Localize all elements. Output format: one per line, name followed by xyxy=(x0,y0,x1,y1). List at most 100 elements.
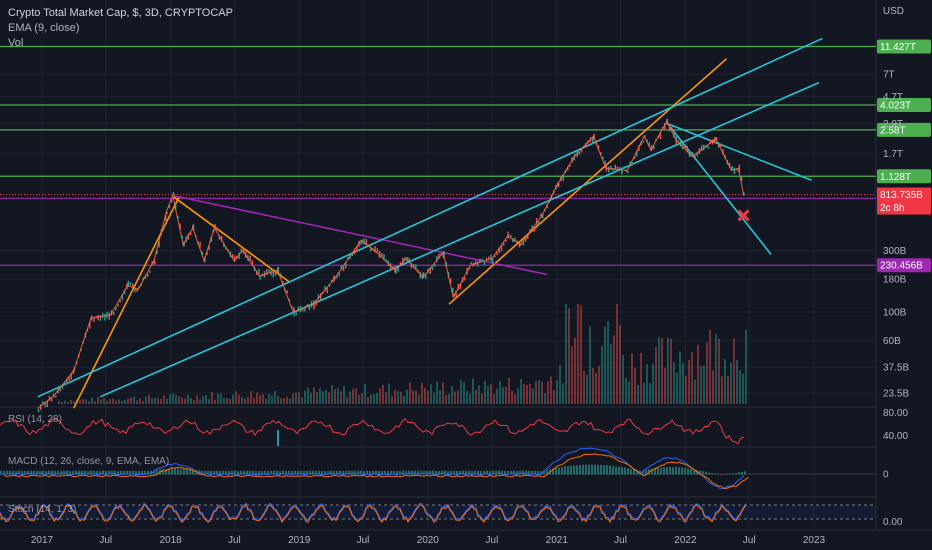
volume-bar xyxy=(343,385,345,404)
volume-bar xyxy=(652,363,654,404)
candle xyxy=(154,261,156,265)
macd-histogram-bar xyxy=(78,470,80,475)
volume-bar xyxy=(277,395,279,404)
volume-bar xyxy=(220,393,222,404)
macd-histogram-bar xyxy=(396,470,398,475)
macd-histogram-bar xyxy=(603,465,605,475)
macd-histogram-bar xyxy=(162,469,164,475)
macd-histogram-bar xyxy=(348,470,350,475)
candle xyxy=(93,317,95,322)
rsi-line xyxy=(0,417,745,445)
macd-histogram-bar xyxy=(714,473,716,475)
macd-histogram-bar xyxy=(63,470,65,475)
macd-histogram-bar xyxy=(339,470,341,475)
candle xyxy=(720,143,722,148)
volume-bar xyxy=(571,346,573,404)
candle xyxy=(600,151,602,156)
volume-bar xyxy=(739,369,741,404)
macd-histogram-bar xyxy=(291,470,293,475)
macd-histogram-bar xyxy=(345,470,347,475)
macd-histogram-bar xyxy=(741,471,743,475)
macd-histogram-bar xyxy=(207,470,209,475)
volume-bar xyxy=(553,389,555,404)
candle xyxy=(136,288,138,292)
volume-bar xyxy=(529,383,531,404)
candle xyxy=(421,273,424,279)
macd-histogram-bar xyxy=(423,470,425,475)
macd-histogram-bar xyxy=(300,470,302,475)
volume-bar xyxy=(121,400,123,404)
volume-bar xyxy=(370,394,372,404)
volume-bar xyxy=(151,397,153,404)
x-tick-label: 2017 xyxy=(31,535,54,546)
candle xyxy=(715,137,718,141)
candle xyxy=(142,277,144,281)
macd-histogram-bar xyxy=(30,470,32,475)
candle xyxy=(661,126,664,130)
volume-bar xyxy=(418,394,420,404)
x-tick-label: 2019 xyxy=(288,535,311,546)
candle xyxy=(353,248,356,255)
macd-histogram-bar xyxy=(528,470,530,475)
volume-bar xyxy=(445,394,447,404)
trend-line xyxy=(666,122,812,182)
volume-bar xyxy=(301,397,303,404)
macd-histogram-bar xyxy=(321,471,323,475)
candle xyxy=(692,152,694,157)
volume-bar xyxy=(421,382,423,404)
volume-bar xyxy=(745,329,747,404)
macd-histogram-bar xyxy=(453,470,455,475)
macd-histogram-bar xyxy=(729,473,731,475)
macd-histogram-bar xyxy=(531,470,533,475)
level-tag xyxy=(877,169,931,184)
candle xyxy=(297,306,300,312)
volume-bar xyxy=(298,392,300,404)
volume-bar xyxy=(544,393,546,404)
candle xyxy=(417,269,419,273)
candle xyxy=(610,165,612,170)
candle xyxy=(272,271,275,278)
candle xyxy=(514,237,516,242)
candle xyxy=(438,253,440,259)
volume-bar xyxy=(409,382,411,404)
candle xyxy=(340,265,343,270)
y-tick-label: 1.7T xyxy=(883,149,903,160)
candle xyxy=(374,246,376,253)
candle xyxy=(722,148,724,155)
macd-histogram-bar xyxy=(168,468,170,475)
volume-bar xyxy=(673,362,675,404)
candle xyxy=(659,132,662,139)
candle xyxy=(684,146,686,149)
ema-label: EMA (9, close) xyxy=(8,22,80,34)
volume-bar xyxy=(88,401,90,404)
level-tag-label: 4.023T xyxy=(880,101,911,112)
candle xyxy=(342,266,345,272)
macd-histogram-bar xyxy=(474,470,476,475)
macd-histogram-bar xyxy=(51,470,53,475)
macd-histogram-bar xyxy=(723,474,725,475)
candle xyxy=(631,162,634,166)
candle xyxy=(733,167,736,175)
macd-histogram-bar xyxy=(249,470,251,475)
candle xyxy=(234,255,236,262)
macd-histogram-bar xyxy=(618,466,620,475)
candle xyxy=(707,145,709,149)
candle xyxy=(214,223,216,230)
volume-bar xyxy=(133,396,135,404)
candle xyxy=(483,262,486,265)
macd-histogram-bar xyxy=(261,470,263,475)
candle xyxy=(293,312,295,317)
candle xyxy=(288,298,291,302)
volume-bar xyxy=(331,385,333,404)
volume-bar xyxy=(532,388,534,404)
macd-histogram-bar xyxy=(726,473,728,475)
volume-bar xyxy=(82,399,84,404)
macd-histogram-bar xyxy=(297,470,299,475)
macd-histogram-bar xyxy=(471,470,473,475)
volume-bar xyxy=(202,396,204,404)
candle xyxy=(640,141,642,146)
candle xyxy=(574,153,576,157)
macd-histogram-bar xyxy=(129,470,131,475)
candle xyxy=(324,285,326,291)
